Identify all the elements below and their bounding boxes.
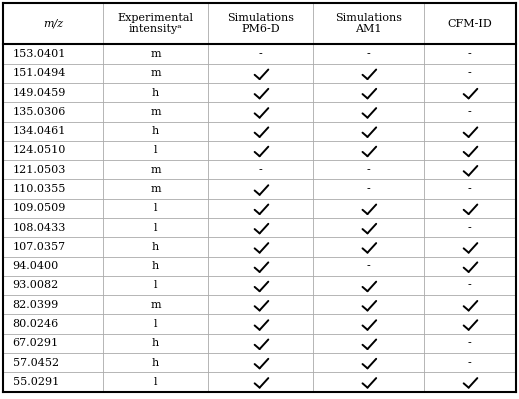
Text: 149.0459: 149.0459 xyxy=(12,88,66,98)
Text: -: - xyxy=(367,49,371,59)
Text: 153.0401: 153.0401 xyxy=(12,49,66,59)
Text: 108.0433: 108.0433 xyxy=(12,223,66,233)
Text: -: - xyxy=(468,280,472,290)
Text: h: h xyxy=(152,338,159,348)
Text: 107.0357: 107.0357 xyxy=(12,242,66,252)
Text: 67.0291: 67.0291 xyxy=(12,338,59,348)
Text: 151.0494: 151.0494 xyxy=(12,68,66,78)
Text: -: - xyxy=(367,261,371,271)
Text: -: - xyxy=(468,358,472,367)
Text: 121.0503: 121.0503 xyxy=(12,165,66,175)
Text: 57.0452: 57.0452 xyxy=(12,358,59,367)
Text: -: - xyxy=(468,68,472,78)
Text: m: m xyxy=(151,49,161,59)
Text: l: l xyxy=(154,280,157,290)
Text: l: l xyxy=(154,223,157,233)
Text: 124.0510: 124.0510 xyxy=(12,146,66,156)
Text: l: l xyxy=(154,319,157,329)
Text: m: m xyxy=(151,68,161,78)
Text: -: - xyxy=(468,338,472,348)
Text: -: - xyxy=(367,165,371,175)
Text: 94.0400: 94.0400 xyxy=(12,261,59,271)
Text: m: m xyxy=(151,300,161,310)
Text: h: h xyxy=(152,126,159,136)
Text: l: l xyxy=(154,146,157,156)
Text: h: h xyxy=(152,88,159,98)
Text: 82.0399: 82.0399 xyxy=(12,300,59,310)
Text: 134.0461: 134.0461 xyxy=(12,126,66,136)
Text: Simulations
PM6-D: Simulations PM6-D xyxy=(227,13,294,34)
Text: h: h xyxy=(152,242,159,252)
Text: -: - xyxy=(468,223,472,233)
Text: -: - xyxy=(468,184,472,194)
Text: -: - xyxy=(259,165,263,175)
Text: 109.0509: 109.0509 xyxy=(12,203,66,213)
Text: CFM-ID: CFM-ID xyxy=(447,19,492,29)
Text: h: h xyxy=(152,261,159,271)
Text: Simulations
AM1: Simulations AM1 xyxy=(335,13,402,34)
Text: m: m xyxy=(151,165,161,175)
Text: 135.0306: 135.0306 xyxy=(12,107,66,117)
Text: l: l xyxy=(154,203,157,213)
Text: -: - xyxy=(367,184,371,194)
Text: Experimental
intensityᵃ: Experimental intensityᵃ xyxy=(118,13,194,34)
Text: 80.0246: 80.0246 xyxy=(12,319,59,329)
Text: 93.0082: 93.0082 xyxy=(12,280,59,290)
Text: m: m xyxy=(151,184,161,194)
Text: 110.0355: 110.0355 xyxy=(12,184,66,194)
Text: m/z: m/z xyxy=(43,19,63,29)
Text: -: - xyxy=(259,49,263,59)
Text: -: - xyxy=(468,49,472,59)
Text: h: h xyxy=(152,358,159,367)
Text: -: - xyxy=(468,107,472,117)
Text: 55.0291: 55.0291 xyxy=(12,377,59,387)
Text: m: m xyxy=(151,107,161,117)
Text: l: l xyxy=(154,377,157,387)
